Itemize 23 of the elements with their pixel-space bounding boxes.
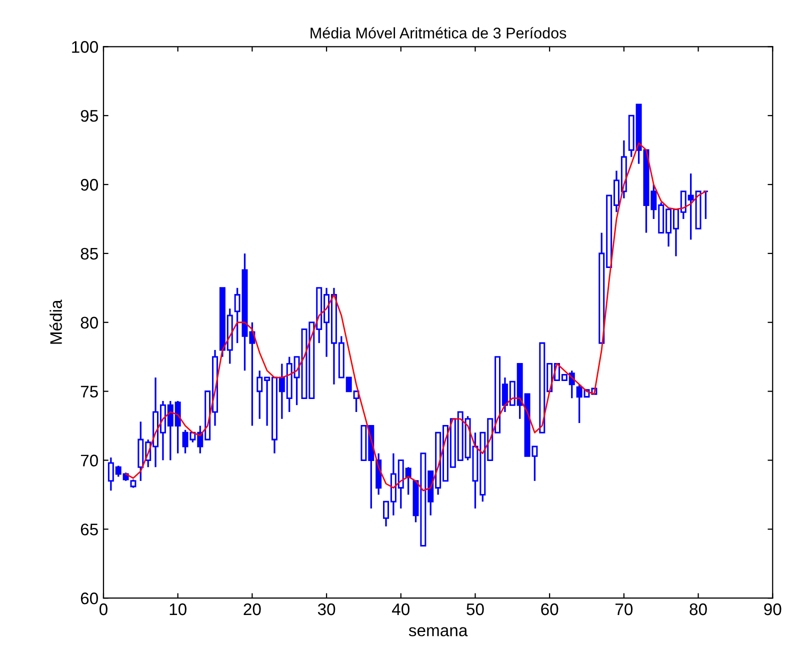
y-tick-label: 100 [72, 41, 98, 53]
x-tick-label: 70 [616, 603, 633, 616]
x-tick-label: 40 [392, 603, 410, 616]
x-tick-label: 30 [318, 603, 336, 616]
x-tick-label: 60 [541, 603, 558, 616]
x-tick-label: 50 [466, 603, 484, 616]
x-tick-label: 10 [170, 603, 186, 616]
y-axis-title: Média [50, 300, 62, 344]
y-tick-label: 65 [80, 524, 98, 536]
y-tick-label: 90 [80, 178, 98, 191]
y-tick-label: 60 [80, 592, 98, 604]
y-tick-label: 95 [80, 110, 98, 122]
y-tick-label: 75 [80, 386, 98, 398]
x-tick-label: 90 [764, 603, 782, 616]
x-axis-title: semana [408, 627, 468, 636]
x-tick-label: 20 [244, 603, 261, 616]
x-tick-label: 0 [100, 603, 108, 616]
y-tick-label: 70 [80, 454, 98, 466]
y-tick-label: 85 [80, 248, 98, 260]
x-tick-label: 80 [690, 603, 707, 616]
chart-title: Média Móvel Aritmética de 3 Períodos [310, 27, 566, 38]
line-series [125, 142, 706, 492]
y-tick-label: 80 [80, 316, 98, 329]
